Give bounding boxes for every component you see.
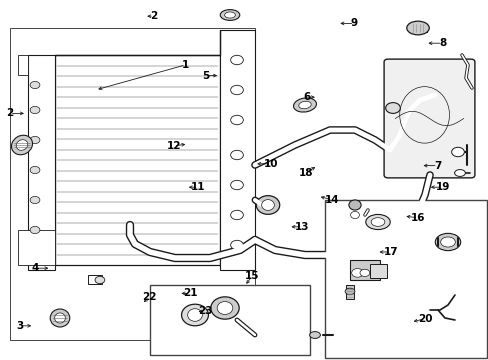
Circle shape [230,85,243,95]
Ellipse shape [406,21,428,35]
Ellipse shape [454,170,465,176]
Text: 21: 21 [183,288,198,298]
Bar [408,24,426,32]
Circle shape [230,240,243,250]
Ellipse shape [350,211,359,219]
Ellipse shape [50,309,70,327]
Circle shape [230,180,243,190]
Ellipse shape [348,200,360,210]
Text: 2: 2 [150,11,157,21]
Circle shape [30,226,40,234]
Circle shape [351,269,363,277]
Circle shape [230,115,243,125]
Circle shape [359,269,369,276]
Ellipse shape [224,12,235,18]
Ellipse shape [11,135,32,155]
Text: 6: 6 [303,92,310,102]
Ellipse shape [365,215,389,230]
Ellipse shape [210,297,239,319]
Circle shape [230,210,243,220]
Ellipse shape [440,237,454,247]
Ellipse shape [55,313,65,323]
Text: 1: 1 [182,60,189,70]
Ellipse shape [220,10,239,21]
Text: 12: 12 [166,141,181,151]
Ellipse shape [256,195,279,214]
FancyBboxPatch shape [383,59,474,178]
Text: 7: 7 [433,161,441,171]
Bar [220,30,254,270]
Text: 4: 4 [31,263,39,273]
Circle shape [230,150,243,160]
Circle shape [30,166,40,174]
Bar [346,285,353,299]
Circle shape [451,147,464,157]
Ellipse shape [293,98,316,112]
Circle shape [30,136,40,144]
Ellipse shape [217,302,232,315]
Text: 11: 11 [190,182,205,192]
Bar [10,28,254,340]
Ellipse shape [345,288,354,295]
Ellipse shape [16,140,28,150]
Ellipse shape [181,304,208,326]
Ellipse shape [309,332,320,338]
Text: 10: 10 [264,159,278,169]
Text: 20: 20 [417,314,432,324]
Text: 9: 9 [350,18,357,28]
Ellipse shape [385,103,400,113]
Bar [369,264,386,278]
Bar [55,55,220,265]
Text: 22: 22 [142,292,156,302]
Circle shape [230,55,243,65]
Text: 15: 15 [244,271,259,282]
Bar [87,275,102,284]
Ellipse shape [187,309,202,321]
Circle shape [30,107,40,114]
Bar [349,260,379,280]
Text: 5: 5 [202,71,208,81]
Circle shape [30,197,40,204]
Text: 13: 13 [294,222,309,232]
Polygon shape [18,230,55,265]
Text: 8: 8 [438,38,445,48]
Ellipse shape [261,199,274,210]
Text: 3: 3 [16,321,23,331]
Bar [150,285,309,355]
Ellipse shape [434,233,460,251]
Ellipse shape [298,101,310,109]
Text: 14: 14 [325,195,339,205]
Text: 23: 23 [198,306,212,316]
Circle shape [95,276,104,284]
Polygon shape [18,55,28,75]
Text: 19: 19 [434,182,449,192]
Text: 17: 17 [383,247,398,257]
Circle shape [30,81,40,89]
Ellipse shape [370,218,384,226]
Text: 2: 2 [6,108,13,118]
Bar [325,200,486,358]
Text: 16: 16 [410,213,425,223]
Text: 18: 18 [298,168,312,178]
Bar [28,55,55,270]
